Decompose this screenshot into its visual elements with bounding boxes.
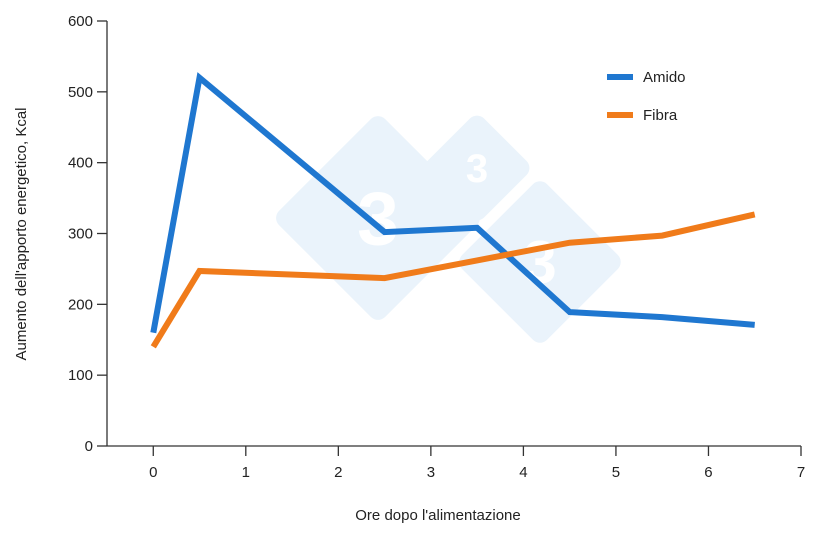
y-axis-title: Aumento dell'apporto energetico, Kcal bbox=[13, 107, 30, 360]
series-lines bbox=[150, 72, 756, 349]
y-tick-label: 500 bbox=[68, 84, 93, 101]
series-line-amido bbox=[150, 72, 755, 334]
y-tick-label: 100 bbox=[68, 367, 93, 384]
watermark-logo: 333 bbox=[276, 115, 621, 343]
y-tick-label: 200 bbox=[68, 296, 93, 313]
legend-label-amido: Amido bbox=[643, 69, 686, 86]
watermark-glyph: 3 bbox=[466, 147, 488, 191]
x-tick-label: 0 bbox=[149, 464, 157, 481]
watermark-diamond bbox=[459, 181, 621, 343]
y-tick-label: 600 bbox=[68, 13, 93, 30]
y-tick-label: 0 bbox=[85, 438, 93, 455]
watermark-diamond bbox=[424, 115, 530, 221]
y-tick-label: 400 bbox=[68, 155, 93, 172]
legend-label-fibra: Fibra bbox=[643, 107, 678, 124]
x-tick-label: 4 bbox=[519, 464, 527, 481]
legend-swatch-amido bbox=[607, 74, 633, 80]
y-tick-label: 300 bbox=[68, 226, 93, 243]
series-line-fibra bbox=[150, 211, 756, 349]
x-tick-label: 5 bbox=[612, 464, 620, 481]
axes: 0 100 200 300 400 500 600 0 1 2 3 4 5 6 7 bbox=[68, 13, 805, 481]
legend-swatch-fibra bbox=[607, 112, 633, 118]
x-axis-title: Ore dopo l'alimentazione bbox=[355, 507, 520, 524]
x-tick-label: 3 bbox=[427, 464, 435, 481]
x-tick-label: 7 bbox=[797, 464, 805, 481]
legend: Amido Fibra bbox=[607, 69, 686, 124]
x-tick-label: 2 bbox=[334, 464, 342, 481]
x-tick-label: 6 bbox=[704, 464, 712, 481]
x-tick-label: 1 bbox=[242, 464, 250, 481]
